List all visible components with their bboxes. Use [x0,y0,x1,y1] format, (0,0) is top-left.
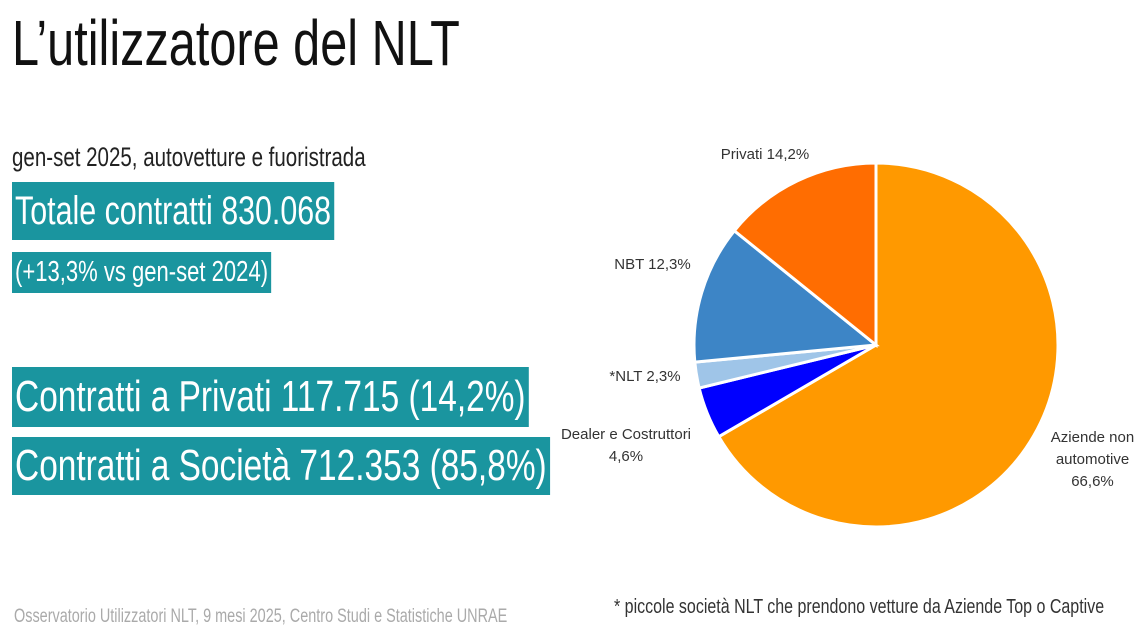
pie-slice [692,228,880,364]
societa-box: Contratti a Società 712.353 (85,8%) [12,437,550,495]
slice-value: 12,3% [648,256,691,273]
footnote: * piccole società NLT che prendono vettu… [614,596,1105,618]
slice-value: 14,2% [766,146,810,163]
slice-category: NBT [614,256,644,273]
slice-category: Dealer e Costruttori [560,426,692,443]
total: Totale contratti 830.068 [12,182,335,240]
pie-slice [732,161,878,349]
slice-value: 2,3% [646,368,681,385]
subtitle: gen-set 2025, autovetture e fuoristrada [12,142,366,172]
slice-label: *NLT 2,3% [590,366,700,388]
slice-label: NBT 12,3% [590,254,715,276]
source: Osservatorio Utilizzatori NLT, 9 mesi 20… [14,606,508,627]
slice-category: Aziende non automotive [1050,429,1135,468]
slice-category: *NLT [609,368,643,385]
title: L’utilizzatore del NLT [12,7,460,79]
societa: Contratti a Società 712.353 (85,8%) [12,437,550,495]
slice-value: 4,6% [608,447,644,465]
slice-value: 66,6% [1071,472,1114,490]
privati-box: Contratti a Privati 117.715 (14,2%) [12,367,529,427]
pie-slice [716,161,1060,529]
slice-label: Privati 14,2% [695,144,835,166]
total-box: Totale contratti 830.068 [12,182,335,240]
privati: Contratti a Privati 117.715 (14,2%) [12,367,529,427]
slice-category: Privati [720,146,763,163]
slice-label: Dealer e Costruttori 4,6% [556,424,696,468]
change: (+13,3% vs gen-set 2024) [12,252,272,293]
slice-label: Aziende non automotive 66,6% [1040,427,1137,492]
change-box: (+13,3% vs gen-set 2024) [12,252,272,293]
